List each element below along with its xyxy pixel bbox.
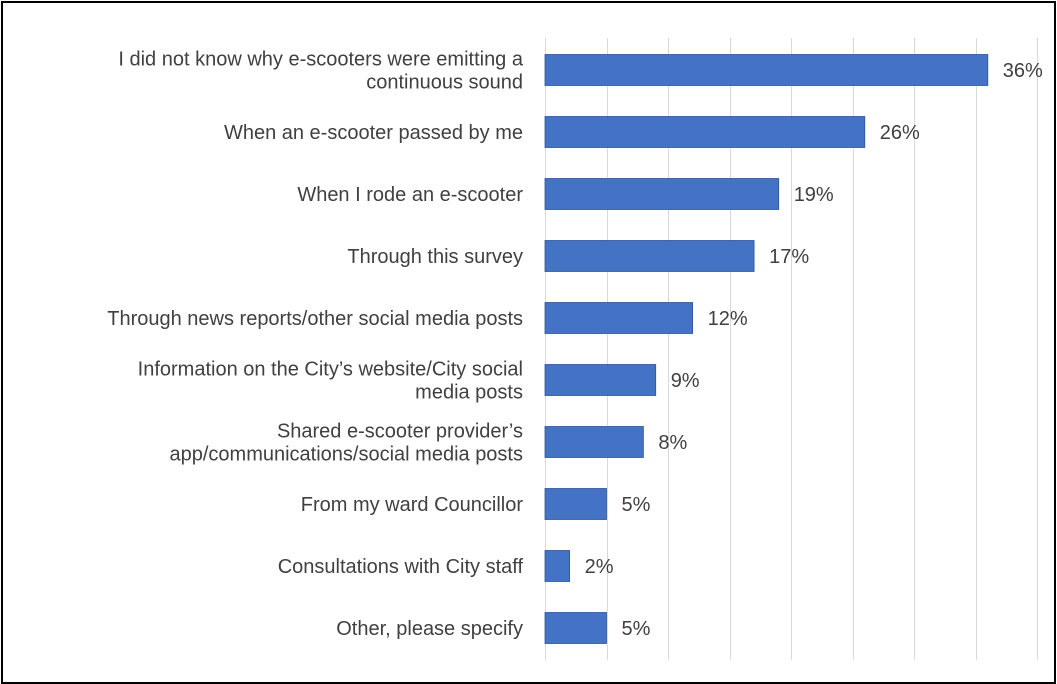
category-label: Through this survey	[347, 246, 523, 268]
category-label-line: Consultations with City staff	[278, 556, 524, 578]
category-label: Other, please specify	[336, 618, 523, 640]
value-label: 9%	[671, 370, 700, 392]
category-label-line: Shared e-scooter provider’s	[277, 421, 523, 443]
value-label: 8%	[658, 432, 687, 454]
category-label-line: Information on the City’s website/City s…	[138, 359, 523, 381]
category-label: Shared e-scooter provider’s app/communica…	[169, 421, 523, 466]
category-label: Information on the City’s website/City s…	[138, 359, 523, 404]
bar	[544, 54, 989, 86]
value-labels: 36% 26% 19% 17% 12% 9% 8% 5% 2% 5%	[585, 60, 1043, 640]
value-label: 2%	[585, 556, 614, 578]
category-label-line: continuous sound	[366, 72, 523, 94]
value-label: 19%	[794, 184, 834, 206]
category-label-line: app/communications/social media posts	[169, 444, 523, 466]
category-label-line: From my ward Councillor	[301, 494, 524, 516]
value-label: 17%	[769, 246, 809, 268]
value-label: 5%	[622, 494, 651, 516]
bar	[544, 116, 866, 148]
bar	[544, 302, 694, 334]
category-label: From my ward Councillor	[301, 494, 524, 516]
bar	[544, 364, 657, 396]
category-label: I did not know why e-scooters were emitt…	[118, 49, 524, 94]
bars	[544, 54, 989, 644]
category-label-line: Through news reports/other social media …	[107, 308, 523, 330]
category-label-line: When an e-scooter passed by me	[224, 122, 523, 144]
bar	[544, 240, 755, 272]
category-label-line: media posts	[415, 382, 523, 404]
value-label: 26%	[880, 122, 920, 144]
category-label: Through news reports/other social media …	[107, 308, 523, 330]
category-label-line: When I rode an e-scooter	[297, 184, 523, 206]
category-label: When I rode an e-scooter	[297, 184, 523, 206]
bar	[544, 488, 607, 520]
bar	[544, 178, 780, 210]
bar	[544, 612, 607, 644]
bar	[544, 550, 571, 582]
category-label: When an e-scooter passed by me	[224, 122, 523, 144]
value-label: 12%	[708, 308, 748, 330]
category-label-line: I did not know why e-scooters were emitt…	[118, 49, 524, 71]
category-label-line: Other, please specify	[336, 618, 523, 640]
category-label-line: Through this survey	[347, 246, 523, 268]
value-label: 36%	[1003, 60, 1043, 82]
bar	[544, 426, 644, 458]
category-labels: I did not know why e-scooters were emitt…	[107, 49, 524, 641]
category-label: Consultations with City staff	[278, 556, 524, 578]
value-label: 5%	[622, 618, 651, 640]
